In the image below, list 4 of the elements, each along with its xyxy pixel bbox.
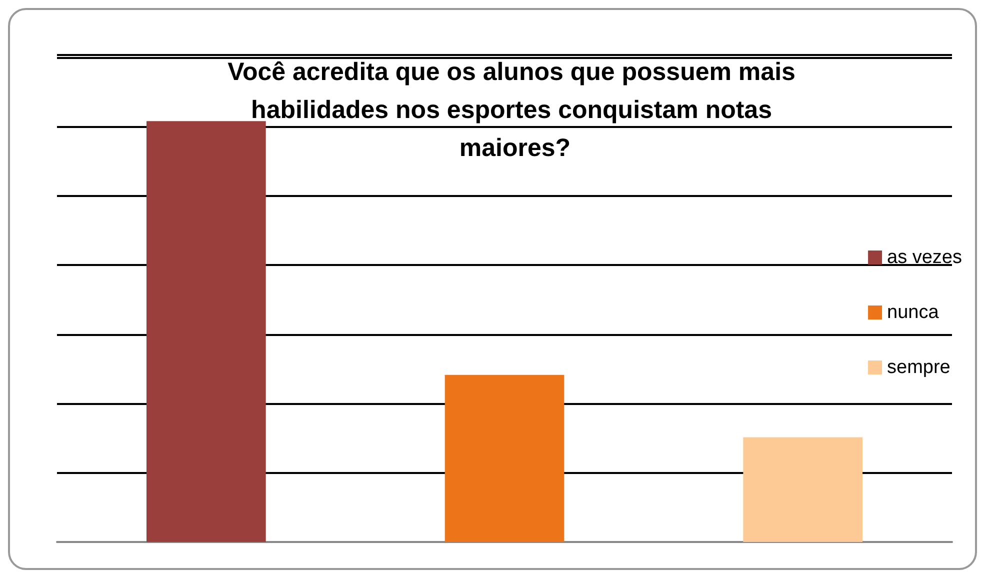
- chart-title: Você acredita que os alunos que possuem mais habilidades nos esportes conquistam notas maiores?: [228, 58, 802, 162]
- legend-label: as vezes: [887, 247, 962, 268]
- legend-label: sempre: [887, 357, 950, 378]
- legend-label: nunca: [887, 302, 940, 323]
